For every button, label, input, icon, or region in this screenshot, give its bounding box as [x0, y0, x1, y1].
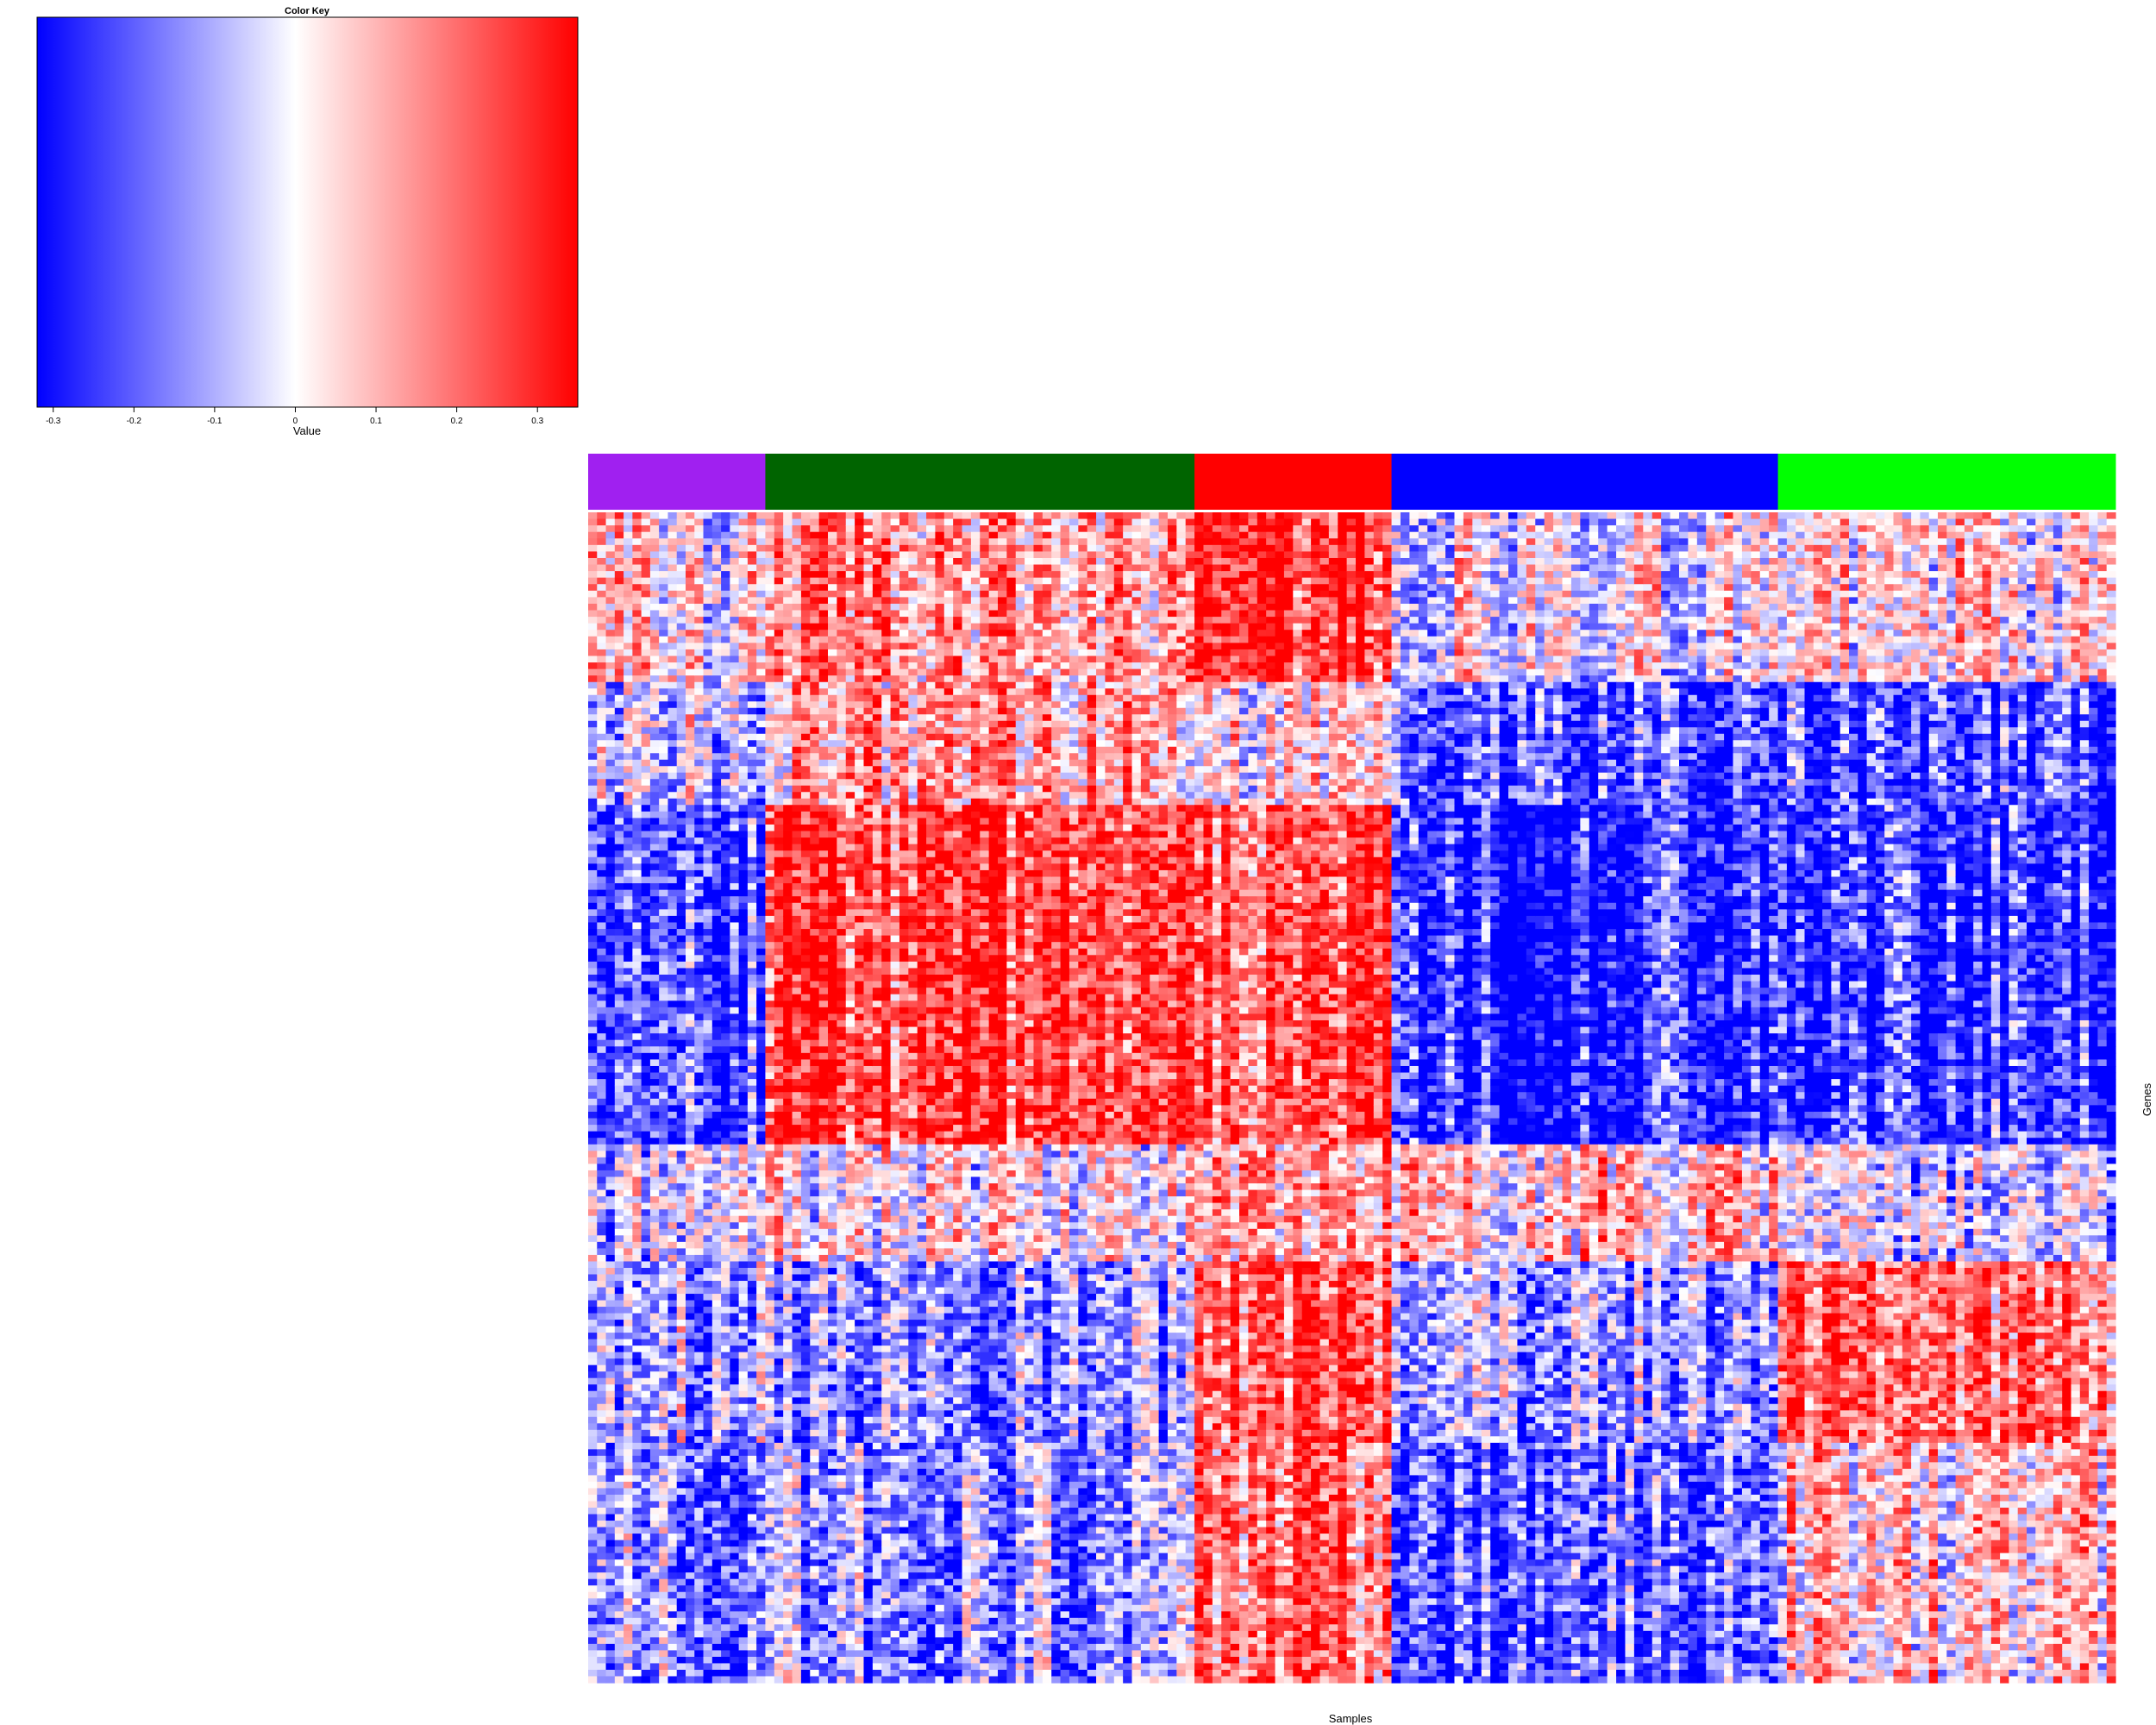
gene-block-6	[588, 1442, 2116, 1684]
gene-block-5	[588, 1261, 2116, 1444]
gene-block-3	[588, 805, 2116, 1145]
sample-group-5	[1777, 454, 2116, 510]
color-key-tick-label: -0.2	[127, 417, 142, 426]
color-key-tick-label: -0.1	[207, 417, 222, 426]
sample-group-bar	[588, 454, 2116, 510]
color-key-xlabel: Value	[293, 424, 321, 437]
sample-group-2	[765, 454, 1195, 510]
color-key-title: Color Key	[285, 6, 330, 16]
gene-block-1	[588, 512, 2116, 683]
heatmap-matrix	[588, 512, 2116, 1684]
color-key: Color Key -0.3 -0.2 -0.1 0 0.1 0.2 0.3 Value	[36, 6, 579, 437]
color-key-tick-label: 0.2	[451, 417, 463, 426]
color-key-tick-label: 0	[293, 417, 298, 426]
color-key-gradient	[36, 16, 579, 408]
y-axis-label: Genes	[2140, 1082, 2153, 1116]
sample-group-4	[1391, 454, 1779, 510]
gene-block-4	[588, 1144, 2116, 1263]
sample-group-1	[588, 454, 766, 510]
x-axis-label: Samples	[1329, 1712, 1373, 1725]
color-key-tick-label: 0.3	[531, 417, 543, 426]
gene-block-2	[588, 681, 2116, 806]
color-key-axis: -0.3 -0.2 -0.1 0 0.1 0.2 0.3	[46, 407, 544, 426]
sample-group-3	[1194, 454, 1393, 510]
color-key-tick-label: 0.1	[370, 417, 382, 426]
color-key-tick-label: -0.3	[46, 417, 61, 426]
